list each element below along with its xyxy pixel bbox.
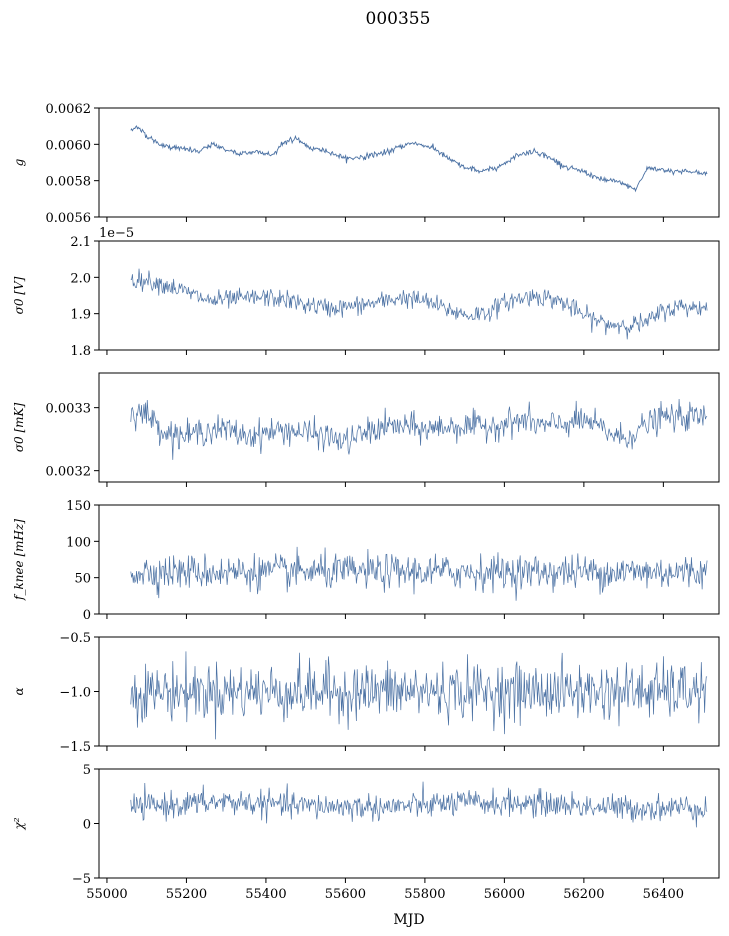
y-tick-label: 50	[74, 572, 91, 587]
y-axis-label: f_knee [mHz]	[12, 519, 26, 601]
y-axis-label: g	[12, 158, 26, 166]
figure-title: 000355	[366, 9, 431, 29]
y-tick-label: 0.0058	[46, 175, 92, 190]
panel-sigma0-volts: 1.8 1.9 2.0 2.1 1e−5 σ0 [V]	[12, 226, 720, 359]
x-tick-label: 55800	[404, 887, 445, 902]
x-tick-label: 56200	[563, 887, 604, 902]
y-tick-label: −1.0	[59, 686, 91, 701]
panel-sigma0-mk: 0.0032 0.0033 σ0 [mK]	[12, 372, 720, 487]
y-tick-label: 0.0032	[46, 465, 92, 480]
y-axis-label: σ0 [V]	[12, 276, 26, 314]
y-tick-label: 1.8	[70, 344, 91, 359]
panel-fknee: 0 50 100 150 f_knee [mHz]	[12, 499, 720, 623]
x-axis-label: MJD	[393, 912, 424, 928]
y-tick-label: 1.9	[70, 308, 91, 323]
x-tick-label: 55200	[166, 887, 207, 902]
x-tick-label: 56400	[643, 887, 684, 902]
panel-alpha: −1.5 −1.0 −0.5 α	[12, 631, 720, 755]
x-tick-label: 56000	[484, 887, 525, 902]
series-line	[130, 125, 708, 193]
y-axis-label: σ0 [mK]	[12, 403, 26, 453]
y-tick-label: 5	[83, 763, 91, 778]
axes-frame	[98, 636, 720, 747]
series-line	[130, 398, 708, 460]
y-tick-label: 0.0033	[46, 402, 92, 417]
x-tick-label: 55400	[245, 887, 286, 902]
y-tick-label: 0	[83, 608, 91, 623]
series-line	[130, 651, 708, 740]
y-tick-label: 0	[83, 818, 91, 833]
series-line	[130, 546, 708, 601]
x-tick-label: 55000	[86, 887, 127, 902]
axes-frame	[98, 372, 720, 483]
y-tick-label: 2.1	[70, 235, 91, 250]
x-tick-label: 55600	[325, 887, 366, 902]
y-tick-label: −0.5	[59, 631, 91, 646]
y-tick-label: −1.5	[59, 740, 91, 755]
panel-gain: 0.0056 0.0058 0.0060 0.0062 g	[12, 102, 720, 226]
y-tick-label: 0.0060	[46, 138, 92, 153]
y-tick-label: 2.0	[70, 271, 91, 286]
y-offset-text: 1e−5	[99, 226, 134, 241]
y-axis-label: α	[12, 687, 26, 695]
panel-chi2: −5 0 5 55000 55200 55400 55600 55800 56000 56200 5…	[12, 763, 720, 902]
y-tick-label: −5	[72, 872, 91, 887]
series-line	[130, 268, 708, 340]
series-line	[130, 781, 708, 828]
axes-frame	[98, 504, 720, 615]
y-tick-label: 100	[66, 535, 91, 550]
axes-frame	[98, 107, 720, 218]
y-tick-label: 150	[66, 499, 91, 514]
y-axis-label: χ²	[12, 817, 26, 830]
axes-frame	[98, 768, 720, 879]
y-tick-label: 0.0056	[46, 211, 92, 226]
y-tick-label: 0.0062	[46, 102, 92, 117]
axes-frame	[98, 240, 720, 351]
